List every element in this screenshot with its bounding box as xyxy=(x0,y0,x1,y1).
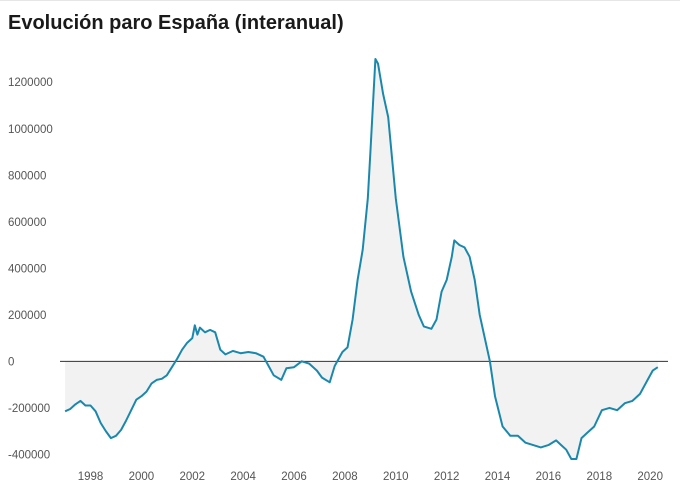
x-tick-label: 2012 xyxy=(434,471,460,483)
y-tick-label: 1000000 xyxy=(8,124,53,136)
x-tick-label: 2000 xyxy=(129,471,155,483)
x-tick-label: 2020 xyxy=(637,471,663,483)
x-tick-label: 2002 xyxy=(179,471,205,483)
x-tick-label: 2008 xyxy=(332,471,358,483)
x-tick-label: 2006 xyxy=(281,471,307,483)
y-tick-label: -400000 xyxy=(8,449,50,461)
y-tick-label: 0 xyxy=(8,356,14,368)
x-tick-label: 2014 xyxy=(485,471,511,483)
series-line xyxy=(64,58,659,460)
y-tick-label: 1200000 xyxy=(8,77,53,89)
x-tick-label: 2004 xyxy=(230,471,256,483)
chart-title: Evolución paro España (interanual) xyxy=(8,12,344,34)
x-tick-label: 2010 xyxy=(383,471,409,483)
top-border xyxy=(0,0,680,1)
x-tick-label: 2018 xyxy=(587,471,613,483)
y-tick-label: 400000 xyxy=(8,263,46,275)
y-tick-label: 800000 xyxy=(8,170,46,182)
y-tick-label: 200000 xyxy=(8,310,46,322)
y-tick-label: -200000 xyxy=(8,403,50,415)
y-tick-label: 600000 xyxy=(8,217,46,229)
x-tick-label: 2016 xyxy=(536,471,562,483)
x-tick-label: 1998 xyxy=(78,471,104,483)
